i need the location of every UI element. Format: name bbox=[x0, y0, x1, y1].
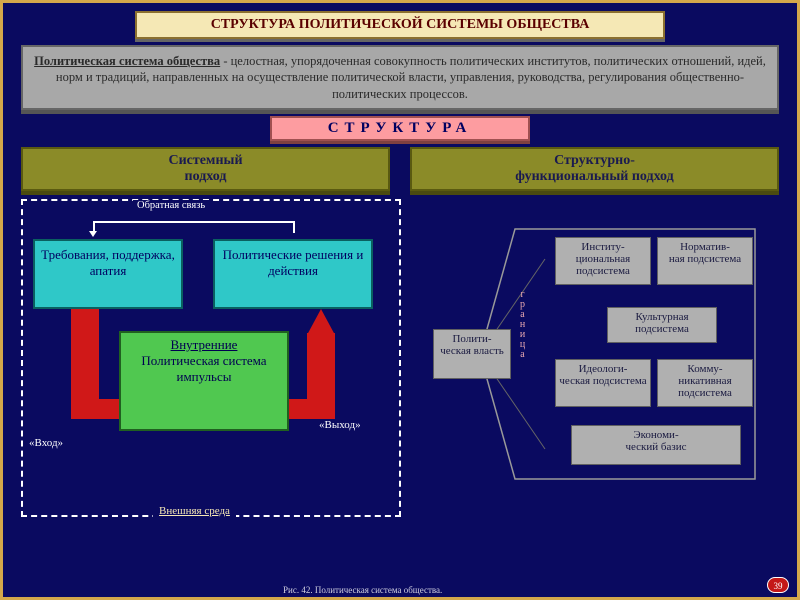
box-decisions: Политические решения и действия bbox=[213, 239, 373, 309]
definition-box: Политическая система общества - целостна… bbox=[21, 45, 779, 110]
systemic-panel: Обратная связь Требования, поддержка, ап… bbox=[21, 199, 401, 517]
figure-caption: Рис. 42. Политическая система общества. bbox=[283, 585, 442, 595]
box-normative: Норматив- ная подсистема bbox=[657, 237, 753, 285]
box-power: Полити- ческая власть bbox=[433, 329, 511, 379]
box-communicative: Комму- никативная подсистема bbox=[657, 359, 753, 407]
approach-right: Структурно- функциональный подход bbox=[410, 147, 779, 191]
box-institutional: Институ- циональная подсистема bbox=[555, 237, 651, 285]
box-ideological: Идеологи- ческая подсистема bbox=[555, 359, 651, 407]
bottom-row: Обратная связь Требования, поддержка, ап… bbox=[3, 191, 797, 521]
box-system-underlined: Внутренние bbox=[125, 337, 283, 353]
approach-left: Системный подход bbox=[21, 147, 390, 191]
functional-panel: граница Полити- ческая власть Институ- ц… bbox=[415, 199, 779, 517]
box-economic: Экономи- ческий базис bbox=[571, 425, 741, 465]
page-number: 39 bbox=[767, 577, 789, 593]
input-label: «Вход» bbox=[29, 437, 63, 449]
box-system: Внутренние Политическая система импульсы bbox=[119, 331, 289, 431]
structure-label: СТРУКТУРА bbox=[270, 116, 530, 141]
feedback-label: Обратная связь bbox=[133, 200, 209, 211]
box-cultural: Культурная подсистема bbox=[607, 307, 717, 343]
box-demands: Требования, поддержка, апатия bbox=[33, 239, 183, 309]
border-label: граница bbox=[517, 289, 528, 359]
definition-term: Политическая система общества bbox=[34, 54, 220, 68]
environment-label: Внешняя среда bbox=[153, 505, 236, 517]
box-system-rest: Политическая система импульсы bbox=[141, 353, 266, 384]
approaches-row: Системный подход Структурно- функциональ… bbox=[3, 147, 797, 191]
page-title: СТРУКТУРА ПОЛИТИЧЕСКОЙ СИСТЕМЫ ОБЩЕСТВА bbox=[135, 11, 665, 39]
output-label: «Выход» bbox=[319, 419, 361, 431]
